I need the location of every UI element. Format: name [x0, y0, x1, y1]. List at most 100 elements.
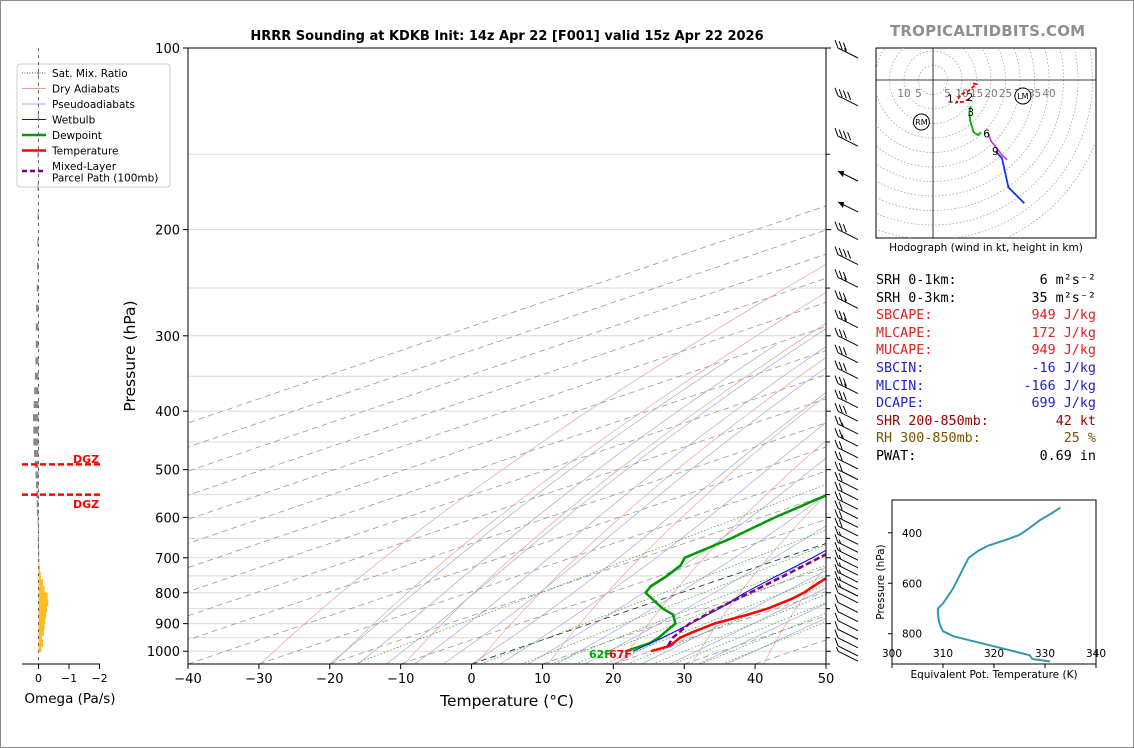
barb-full: [838, 222, 843, 232]
wind-barb: [834, 87, 859, 107]
index-row: MUCAPE: 949 J/kg: [876, 342, 1096, 360]
barb-full: [834, 481, 839, 490]
omega-bar: [34, 387, 39, 395]
wind-barb: [834, 481, 859, 501]
barb-staff: [837, 276, 859, 288]
hodograph-ring-label: 25: [999, 88, 1012, 100]
wind-barb: [834, 389, 859, 409]
barb-staff: [837, 578, 859, 590]
hodograph-height-label: 9: [992, 146, 999, 158]
barb-full: [834, 471, 839, 481]
barb-full: [842, 90, 847, 99]
pseudoadiabat: [386, 328, 826, 664]
omega-bar: [37, 69, 39, 77]
pseudoadiabat: [442, 367, 826, 664]
barb-full: [834, 309, 839, 318]
barb-full: [834, 637, 839, 647]
theta-e-x-tick-label: 300: [882, 648, 902, 660]
barb-full: [842, 312, 847, 321]
barb-staff: [837, 571, 859, 583]
index-label: PWAT:: [876, 448, 917, 464]
hodograph-ring-label: 5: [915, 88, 922, 100]
barb-full: [842, 405, 847, 415]
index-value: 0.69 in: [1039, 448, 1096, 464]
theta-e-x-tick-label: 310: [933, 648, 953, 660]
pseudoadiabat: [698, 603, 826, 664]
barb-full: [834, 564, 839, 573]
barb-full: [838, 429, 843, 438]
barb-staff: [837, 549, 859, 561]
barb-staff: [837, 533, 859, 545]
index-row: MLCAPE: 172 J/kg: [876, 325, 1096, 343]
barb-half: [838, 547, 842, 552]
index-row: PWAT: 0.69 in: [876, 448, 1096, 466]
index-row: SHR 200-850mb: 42 kt: [876, 413, 1096, 431]
y-tick-label: 100: [155, 42, 180, 57]
omega-bar: [38, 639, 44, 647]
barb-full: [834, 87, 839, 96]
barb-full: [838, 510, 843, 519]
barb-half: [844, 298, 847, 303]
barb-full: [847, 91, 852, 100]
index-value: 172 J/kg: [1031, 325, 1097, 341]
legend-entry-label: Pseudoadiabats: [52, 99, 135, 111]
x-tick-label: −40: [174, 672, 201, 687]
barb-full: [842, 249, 847, 258]
omega-bar: [38, 645, 42, 653]
barb-staff: [837, 423, 859, 435]
barb-staff: [837, 383, 859, 395]
hodograph-height-label: 6: [983, 129, 990, 141]
barb-full: [838, 345, 843, 355]
barb-staff: [837, 435, 859, 447]
series-temperature: [650, 576, 826, 653]
wind-barb: [837, 170, 859, 182]
barb-full: [838, 129, 843, 138]
legend-entry-label: Dry Adiabats: [52, 84, 120, 96]
omega-bar: [36, 284, 39, 292]
index-value: 25 %: [1063, 431, 1096, 447]
wind-barb: [834, 439, 859, 459]
theta-e-y-tick-label: 400: [902, 528, 922, 540]
wind-barb: [834, 461, 859, 481]
skew-t-chart: HRRR Sounding at KDKB Init: 14z Apr 22 […: [16, 29, 834, 710]
surface-temperature-label: 67F: [609, 648, 632, 661]
index-row: SBCIN: -16 J/kg: [876, 360, 1096, 378]
barb-staff: [837, 508, 859, 519]
barb-full: [838, 291, 843, 300]
omega-bar: [33, 449, 39, 457]
index-value: 42 kt: [1055, 413, 1096, 429]
index-value: 949 J/kg: [1031, 343, 1097, 359]
barb-full: [834, 594, 839, 603]
pseudoadiabat: [669, 587, 826, 664]
barb-staff: [837, 135, 859, 147]
dry-adiabat: [547, 395, 826, 664]
barb-staff: [837, 229, 859, 241]
barb-staff: [837, 557, 859, 569]
wind-barb: [834, 375, 859, 395]
barb-full: [838, 452, 843, 461]
barb-full: [838, 492, 843, 501]
barb-full: [834, 127, 839, 137]
wind-barb: [834, 584, 859, 604]
wind-barb: [837, 201, 859, 213]
barb-staff: [837, 317, 859, 329]
wind-barb: [834, 221, 859, 241]
hodograph-trace: [954, 82, 979, 104]
pseudoadiabat: [329, 360, 728, 664]
barb-full: [834, 39, 839, 49]
wind-barb: [834, 629, 859, 649]
omega-x-tick-label: −1: [61, 672, 77, 685]
wind-barb: [834, 603, 859, 623]
index-label: SBCIN:: [876, 360, 925, 376]
storm-motion-marker: [1014, 87, 1032, 105]
barb-staff: [837, 447, 859, 459]
omega-bar: [38, 572, 41, 580]
omega-bar: [37, 526, 39, 534]
index-value: 699 J/kg: [1031, 396, 1097, 412]
theta-e-chart: 300 310 320 330 340 400 600 800 Equivalent Pot.…: [875, 499, 1106, 681]
hodograph-height-label: 1: [947, 93, 954, 105]
barb-full: [842, 378, 847, 387]
omega-bar: [38, 565, 41, 573]
mixing-ratio-line: [521, 544, 826, 664]
